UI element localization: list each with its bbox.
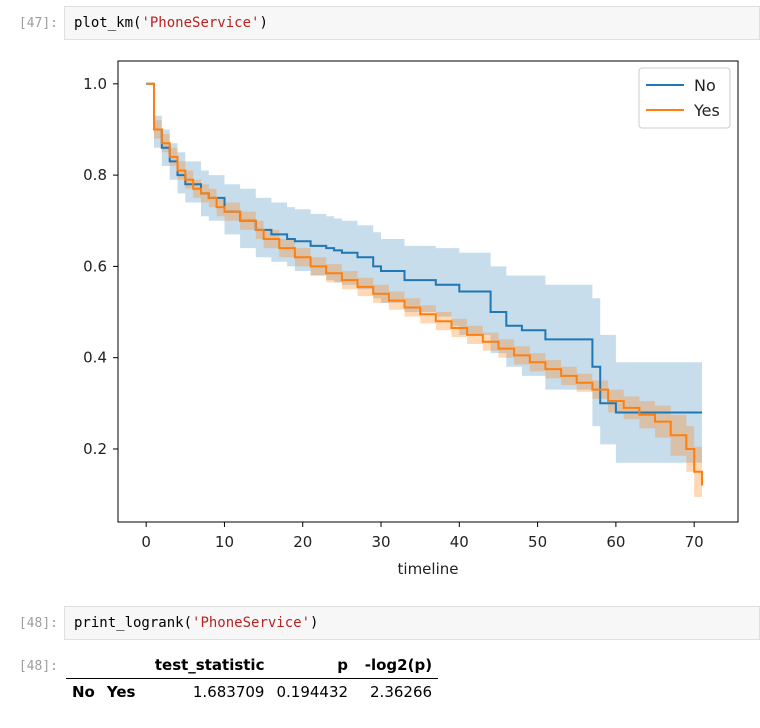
output-prompt-48: [48]: [18, 659, 58, 674]
code-paren-close: ) [310, 615, 319, 631]
x-tick-label: 0 [141, 533, 151, 551]
code-cell-47[interactable]: plot_km('PhoneService') [64, 6, 760, 40]
cell-neg-log2-p: 2.36266 [370, 683, 433, 701]
cell-p-value: 0.194432 [276, 683, 349, 701]
ci-band-no [146, 83, 702, 463]
x-axis-label: timeline [398, 560, 459, 578]
legend-label-no: No [694, 76, 716, 95]
x-tick-label: 60 [606, 533, 625, 551]
plot-frame [117, 60, 739, 523]
x-tick-label: 30 [371, 533, 390, 551]
cell-test-statistic: 1.683709 [192, 683, 265, 701]
index-header [101, 652, 149, 679]
index-header [66, 652, 101, 679]
code-cell-48[interactable]: print_logrank('PhoneService') [64, 606, 760, 640]
x-tick-label: 20 [293, 533, 312, 551]
legend: No Yes [638, 67, 731, 129]
survival-line-no [146, 82, 702, 414]
table-row: No Yes 1.683709 0.194432 2.36266 [66, 679, 438, 706]
x-tick-label: 70 [685, 533, 704, 551]
survival-lines [146, 82, 703, 486]
confidence-bands [146, 83, 702, 513]
code-function-call: plot_km( [74, 15, 142, 31]
legend-label-yes: Yes [693, 101, 720, 120]
code-string-literal: 'PhoneService' [141, 15, 260, 31]
survival-line-yes [146, 82, 703, 486]
table-header-row: test_statistic p -log2(p) [66, 652, 439, 679]
y-tick-label: 0.6 [83, 257, 107, 275]
y-tick-label: 1.0 [83, 75, 107, 93]
code-function-call: print_logrank( [74, 615, 193, 631]
x-axis-ticks: 0 10 20 30 40 50 60 70 [141, 522, 704, 551]
y-tick-label: 0.2 [83, 440, 107, 458]
input-prompt-48: [48]: [18, 616, 58, 631]
x-tick-label: 50 [528, 533, 547, 551]
km-survival-chart: 0 10 20 30 40 50 60 70 0.2 0.4 0.6 0.8 1.0 timeline… [83, 60, 739, 578]
y-axis-ticks: 0.2 0.4 0.6 0.8 1.0 [83, 75, 118, 458]
column-header: -log2(p) [364, 656, 433, 674]
x-tick-label: 40 [450, 533, 469, 551]
row-index-level-1: Yes [106, 683, 136, 701]
x-tick-label: 10 [215, 533, 234, 551]
code-string-literal: 'PhoneService' [192, 615, 311, 631]
legend-box [638, 67, 731, 129]
column-header: p [337, 656, 349, 674]
y-tick-label: 0.8 [83, 166, 107, 184]
input-prompt-47: [47]: [18, 16, 58, 31]
column-header: test_statistic [154, 656, 265, 674]
code-paren-close: ) [259, 15, 268, 31]
logrank-result-table: test_statistic p -log2(p) No Yes 1.68370… [66, 652, 439, 706]
y-tick-label: 0.4 [83, 349, 107, 367]
row-index-level-0: No [72, 683, 95, 701]
